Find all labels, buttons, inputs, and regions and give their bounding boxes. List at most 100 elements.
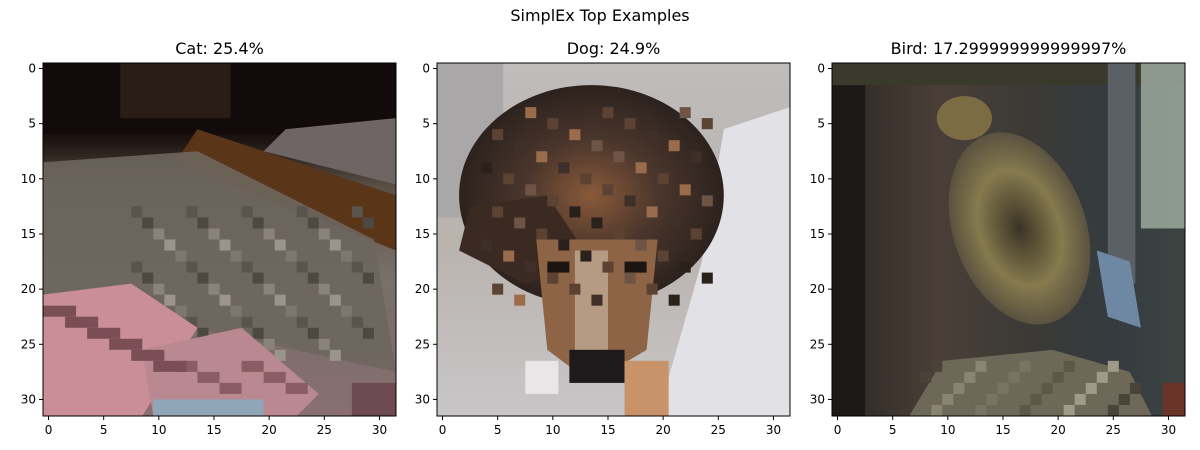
image-pixel — [701, 118, 713, 130]
image-pixel — [219, 382, 242, 394]
image-region — [263, 118, 396, 185]
y-tick-label: 25 — [415, 337, 430, 351]
image-region — [1162, 382, 1185, 416]
image-pixel — [131, 349, 165, 361]
y-tick-label: 15 — [810, 227, 825, 241]
image-pixel — [263, 283, 275, 295]
y-tick-label: 30 — [21, 392, 36, 406]
y-tick-label: 10 — [415, 172, 430, 186]
image-pixel — [602, 107, 614, 119]
image-pixel — [1107, 360, 1119, 372]
image-pixel — [285, 250, 297, 262]
image-pixel — [307, 327, 319, 339]
x-tick-label: 0 — [439, 423, 447, 437]
y-tick-label: 0 — [422, 62, 430, 76]
subplot-title: Cat: 25.4% — [175, 39, 264, 58]
image-pixel — [953, 382, 965, 394]
image-pixel — [536, 151, 548, 163]
image-pixel — [580, 250, 592, 262]
image-pixel — [547, 195, 559, 207]
image-pixel — [690, 228, 702, 240]
image-pixel — [263, 338, 275, 350]
y-tick-label: 0 — [817, 62, 825, 76]
image-pixel — [252, 217, 264, 229]
image-pixel — [362, 327, 374, 339]
image-region — [1107, 63, 1136, 284]
image-pixel — [1063, 404, 1075, 416]
image-pixel — [580, 173, 592, 185]
image-pixel — [646, 129, 658, 141]
image-pixel — [197, 371, 220, 383]
image-pixel — [569, 283, 581, 295]
image-pixel — [362, 217, 374, 229]
image-pixel — [602, 184, 614, 196]
image-pixel — [931, 404, 943, 416]
image-pixel — [492, 283, 504, 295]
x-tick-label: 10 — [940, 423, 955, 437]
image-pixel — [164, 294, 176, 306]
image-pixel — [252, 272, 264, 284]
image-pixel — [351, 261, 363, 273]
image-pixel — [318, 228, 330, 240]
image-pixel — [175, 305, 187, 317]
x-tick-label: 20 — [262, 423, 277, 437]
image-heatmap — [832, 63, 1185, 416]
x-tick-label: 20 — [656, 423, 671, 437]
image-pixel — [186, 316, 198, 328]
image-pixel — [646, 283, 658, 295]
x-tick-label: 5 — [100, 423, 108, 437]
image-pixel — [591, 217, 603, 229]
image-pixel — [241, 360, 264, 372]
image-pixel — [318, 338, 330, 350]
image-pixel — [274, 349, 286, 361]
image-pixel — [241, 261, 253, 273]
image-pixel — [931, 360, 943, 372]
image-pixel — [668, 140, 680, 152]
image-pixel — [1019, 404, 1031, 416]
image-pixel — [492, 206, 504, 218]
subplot-3: Bird: 17.299999999999997% 0 5 10 15 20 25 30 0 5 1… — [810, 39, 1186, 437]
image-pixel — [1118, 393, 1130, 405]
image-pixel — [481, 239, 493, 251]
image-pixel — [525, 184, 537, 196]
image-pixel — [1107, 404, 1119, 416]
image-pixel — [624, 118, 636, 130]
image-pixel — [646, 206, 658, 218]
y-tick-label: 10 — [21, 172, 36, 186]
x-tick-label: 5 — [494, 423, 502, 437]
image-pixel — [131, 206, 143, 218]
image-pixel — [329, 239, 341, 251]
axes-frame — [42, 62, 397, 417]
image-region — [142, 327, 319, 416]
image-pixel — [679, 261, 691, 273]
y-tick-label: 5 — [422, 117, 430, 131]
image-pixel — [569, 129, 581, 141]
image-region — [351, 382, 396, 416]
y-tick-label: 30 — [810, 392, 825, 406]
x-tick-label: 30 — [766, 423, 781, 437]
image-pixel — [65, 316, 99, 328]
image-pixel — [351, 316, 363, 328]
x-tick-label: 15 — [995, 423, 1010, 437]
image-pixel — [975, 404, 987, 416]
image-pixel — [514, 140, 526, 152]
image-pixel — [197, 327, 209, 339]
image-region — [175, 129, 396, 251]
image-pixel — [1052, 371, 1064, 383]
image-pixel — [230, 305, 242, 317]
image-pixel — [274, 239, 286, 251]
image-pixel — [986, 393, 998, 405]
image-pixel — [975, 360, 987, 372]
y-tick-label: 5 — [28, 117, 36, 131]
y-tick-label: 15 — [21, 227, 36, 241]
image-pixel — [547, 272, 559, 284]
x-tick-label: 20 — [1051, 423, 1066, 437]
image-pixel — [942, 393, 954, 405]
x-tick-label: 5 — [889, 423, 897, 437]
image-pixel — [1085, 382, 1097, 394]
image-pixel — [613, 151, 625, 163]
image-pixel — [547, 118, 559, 130]
y-tick-label: 30 — [415, 392, 430, 406]
image-pixel — [208, 283, 220, 295]
